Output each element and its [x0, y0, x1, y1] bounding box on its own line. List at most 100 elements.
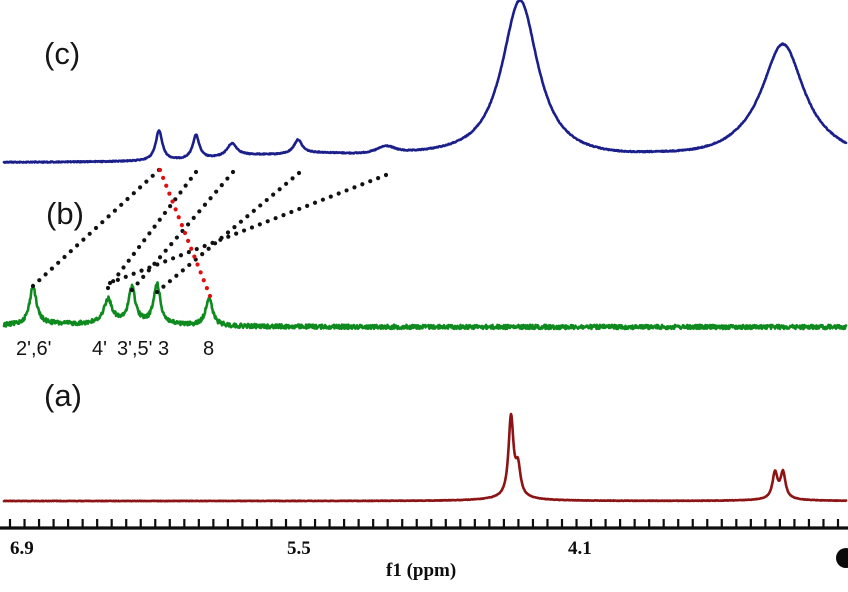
correlation-dot	[163, 259, 168, 264]
correlation-dot	[144, 179, 149, 184]
correlation-dot	[277, 187, 282, 192]
correlation-dot	[383, 172, 389, 178]
correlation-dot	[56, 260, 61, 265]
correlation-dot	[360, 182, 365, 187]
correlation-dot	[218, 237, 223, 242]
correlation-dot	[226, 234, 231, 239]
correlation-dot	[297, 206, 302, 212]
correlation-dot	[189, 246, 194, 251]
correlation-dot	[245, 214, 250, 219]
correlation-dot	[141, 274, 146, 279]
correlation-dot	[167, 191, 172, 196]
correlation-dot	[265, 219, 270, 224]
correlation-dot	[119, 202, 124, 207]
correlation-dot	[157, 217, 162, 222]
correlation-dot	[126, 258, 131, 263]
correlation-dot	[225, 230, 231, 235]
correlation-dot	[131, 191, 136, 196]
correlation-dot	[234, 231, 239, 236]
correlation-dot	[168, 204, 173, 209]
correlation-dot	[207, 293, 213, 299]
correlation-dot	[198, 270, 203, 275]
correlation-dot	[152, 224, 157, 229]
axis-tick-label-5-5: 5.5	[287, 538, 311, 559]
correlation-dot	[174, 235, 179, 240]
correlation-dot	[296, 170, 302, 176]
correlation-dot	[194, 246, 199, 252]
correlation-dot	[201, 278, 206, 283]
correlation-dot	[176, 215, 181, 220]
correlation-dot	[230, 169, 236, 175]
correlation-dot	[49, 266, 55, 271]
correlation-dot	[164, 183, 169, 188]
correlation-dot	[251, 208, 256, 213]
correlation-dot	[249, 225, 255, 230]
correlation-dot	[43, 272, 48, 277]
axis-tick-label-6-9: 6.9	[10, 538, 34, 559]
correlation-dot	[214, 189, 219, 194]
correlation-dot	[81, 237, 86, 242]
correlation-dot	[257, 222, 262, 227]
correlation-dot	[123, 274, 128, 279]
correlation-dot	[344, 188, 349, 193]
correlation-dot	[232, 224, 237, 230]
correlation-dot	[155, 262, 160, 267]
correlation-dot	[157, 167, 163, 173]
x-axis	[0, 519, 848, 530]
correlation-dot	[179, 223, 184, 228]
correlation-dot	[187, 262, 192, 268]
correlation-dot	[170, 199, 175, 204]
correlation-dot	[186, 238, 191, 243]
correlation-dot	[182, 230, 188, 236]
correlation-dot	[178, 190, 183, 195]
axis-title: f1 (ppm)	[386, 560, 457, 581]
correlation-dot	[195, 262, 200, 267]
correlation-dot	[173, 207, 178, 212]
correlation-dot	[193, 169, 199, 175]
correlation-dot	[204, 286, 209, 291]
panel-label-a: (a)	[44, 378, 82, 413]
correlation-lines	[30, 167, 389, 299]
correlation-dot	[30, 283, 36, 289]
correlation-dot	[131, 251, 136, 256]
correlation-dot	[129, 287, 135, 293]
correlation-dot	[238, 219, 244, 224]
correlation-dot	[142, 238, 147, 243]
correlation-dot	[273, 216, 278, 221]
peak-label-3p5p: 3',5'	[117, 338, 153, 360]
correlation-dot	[328, 194, 333, 199]
correlation-dot	[167, 279, 173, 284]
correlation-dot	[125, 196, 130, 202]
correlation-dot	[170, 256, 176, 261]
correlation-dot	[161, 284, 166, 289]
correlation-dot	[161, 175, 166, 180]
peak-label-3: 3	[158, 338, 170, 360]
correlation-dot	[376, 175, 381, 181]
correlation-dot	[183, 183, 188, 188]
correlation-dot	[37, 278, 42, 283]
blue-trace	[2, 0, 848, 164]
correlation-dot	[241, 228, 247, 233]
correlation-dot	[115, 277, 120, 283]
correlation-dot	[352, 185, 357, 190]
correlation-dot	[87, 231, 92, 236]
correlation-dot	[169, 242, 174, 247]
correlation-dot	[100, 220, 105, 225]
correlation-dot	[192, 254, 197, 259]
correlation-dot	[186, 250, 191, 255]
correlation-dot	[202, 243, 207, 249]
correlation-dot	[208, 196, 213, 201]
correlation-dot	[188, 176, 193, 181]
correlation-dot	[138, 185, 143, 190]
correlation-dot	[136, 244, 142, 250]
correlation-dot	[116, 272, 121, 277]
correlation-dot	[62, 254, 67, 260]
panel-label-b: (b)	[46, 196, 84, 231]
correlation-dot	[147, 265, 152, 270]
correlation-dot	[305, 203, 310, 208]
correlation-dot	[111, 279, 116, 284]
peak-label-8: 8	[203, 338, 215, 360]
axis-tick-marks	[8, 519, 840, 527]
